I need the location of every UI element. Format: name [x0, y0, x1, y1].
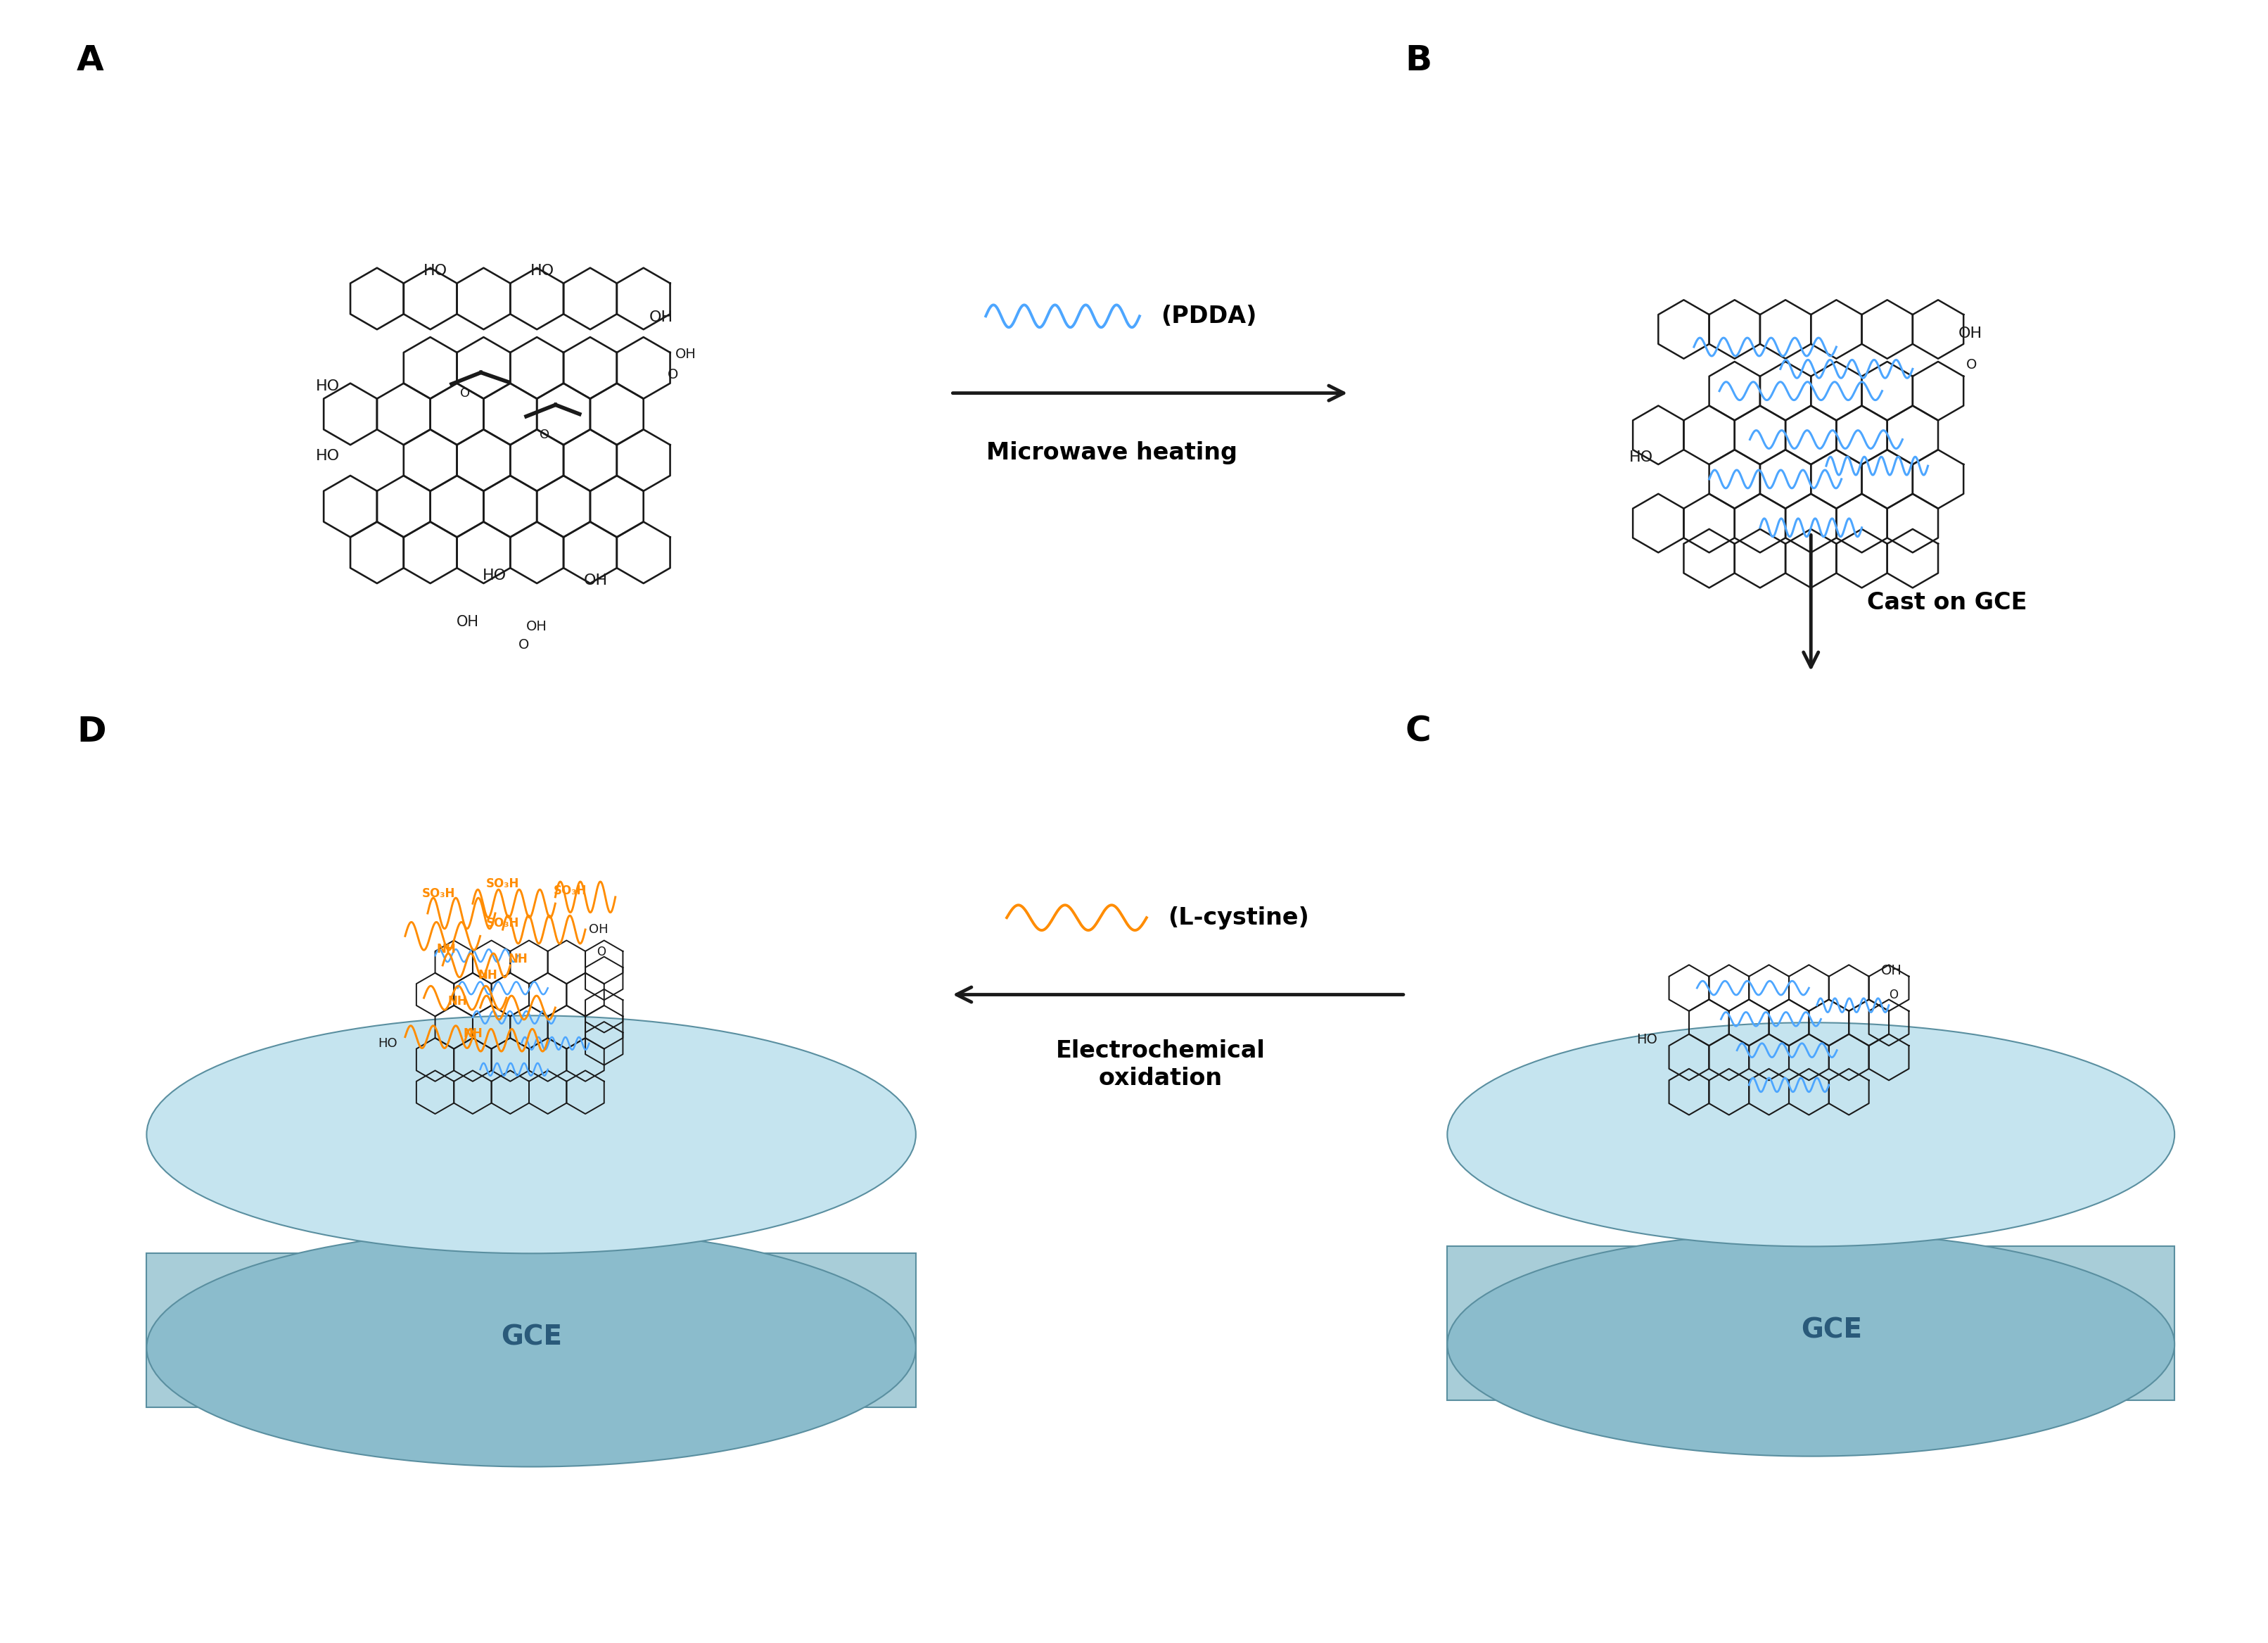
Text: NH: NH: [447, 994, 467, 1007]
Text: HO: HO: [424, 265, 447, 278]
Text: HO: HO: [483, 568, 506, 583]
Text: SO₃H: SO₃H: [422, 887, 456, 900]
Text: (PDDA): (PDDA): [1161, 304, 1256, 327]
Text: O: O: [460, 388, 469, 399]
Text: OH: OH: [1960, 327, 1982, 340]
Text: Microwave heating: Microwave heating: [987, 440, 1236, 465]
Text: HO: HO: [315, 449, 340, 463]
Text: Cast on GCE: Cast on GCE: [1867, 591, 2028, 614]
Ellipse shape: [147, 1229, 916, 1467]
Text: OH: OH: [583, 573, 608, 587]
Text: HO: HO: [531, 265, 553, 278]
Text: SO₃H: SO₃H: [485, 877, 519, 891]
Text: HO: HO: [1635, 1033, 1658, 1047]
Text: O: O: [1889, 989, 1898, 1001]
Text: O: O: [667, 368, 678, 381]
Text: OH: OH: [1880, 964, 1903, 978]
Text: OH: OH: [456, 614, 479, 629]
Ellipse shape: [1447, 1022, 2175, 1247]
Text: OH: OH: [676, 347, 696, 361]
Ellipse shape: [147, 1015, 916, 1254]
Text: NH: NH: [463, 1027, 483, 1040]
Text: O: O: [540, 429, 549, 442]
Text: B: B: [1406, 43, 1431, 77]
Text: HO: HO: [379, 1037, 397, 1050]
Text: O: O: [517, 637, 528, 652]
Text: SO₃H: SO₃H: [485, 917, 519, 930]
Text: SO₃H: SO₃H: [553, 884, 587, 897]
Text: NH: NH: [508, 953, 528, 964]
Polygon shape: [147, 1254, 916, 1408]
Text: Electrochemical
oxidation: Electrochemical oxidation: [1057, 1040, 1266, 1089]
Text: OH: OH: [590, 923, 608, 937]
Text: GCE: GCE: [1801, 1318, 1862, 1344]
Text: HO: HO: [315, 380, 340, 393]
Text: HO: HO: [1628, 450, 1653, 463]
Text: D: D: [77, 715, 107, 749]
Text: (L-cystine): (L-cystine): [1168, 905, 1309, 930]
Text: O: O: [1966, 358, 1978, 371]
Text: GCE: GCE: [501, 1324, 562, 1351]
Text: O: O: [596, 946, 606, 958]
Ellipse shape: [1447, 1232, 2175, 1456]
Text: OH: OH: [649, 311, 674, 324]
Text: A: A: [77, 43, 104, 77]
Text: OH: OH: [526, 619, 547, 633]
Text: NH: NH: [479, 969, 497, 981]
Polygon shape: [1447, 1247, 2175, 1400]
Text: C: C: [1406, 715, 1431, 749]
Text: NH: NH: [438, 943, 456, 956]
